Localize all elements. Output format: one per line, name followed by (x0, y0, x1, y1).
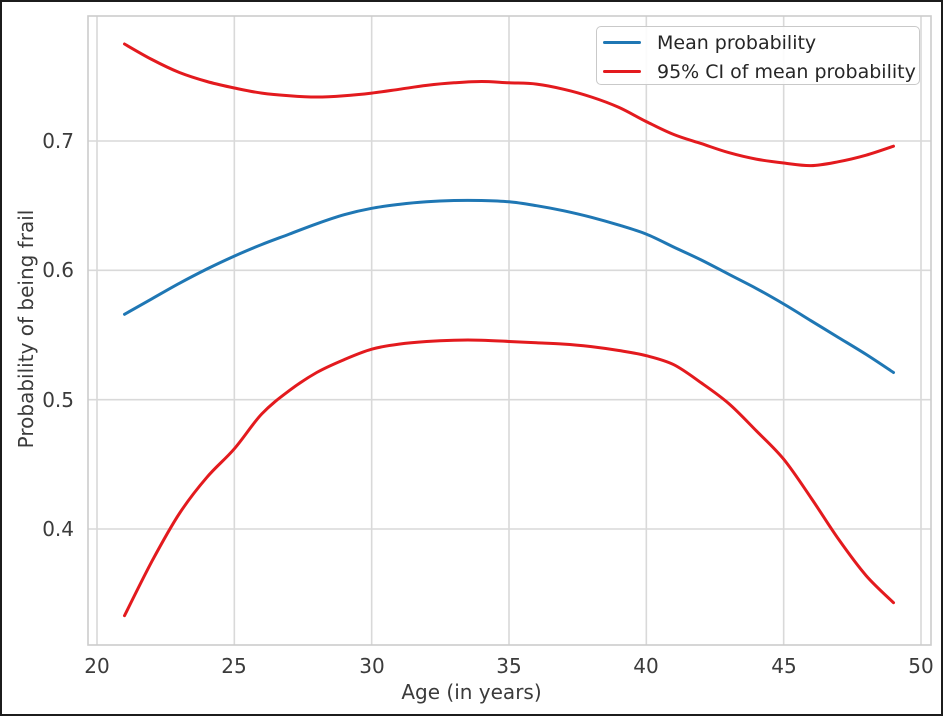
legend-entry-mean: Mean probability (603, 28, 919, 57)
plot-frame (87, 15, 932, 646)
x-tick-label: 35 (496, 654, 522, 678)
y-axis-label: Probability of being frail (14, 209, 38, 449)
legend-label: Mean probability (657, 31, 817, 54)
x-axis-label: Age (in years) (401, 680, 542, 704)
ci-lower-line (123, 338, 895, 618)
ci-upper-line (123, 42, 895, 168)
mean-line-swatch (603, 41, 641, 44)
mean-probability-line (123, 198, 895, 374)
legend-entry-ci: 95% CI of mean probability (603, 57, 919, 86)
x-tick-label: 30 (359, 654, 385, 678)
y-tick-label: 0.7 (42, 129, 74, 153)
y-tick-label: 0.6 (42, 258, 74, 282)
x-tick-label: 25 (221, 654, 247, 678)
ci-line-swatch (603, 70, 641, 73)
x-tick-label: 45 (771, 654, 797, 678)
x-tick-label: 40 (633, 654, 659, 678)
y-tick-label: 0.5 (42, 388, 74, 412)
y-tick-label: 0.4 (42, 517, 74, 541)
x-tick-label: 20 (84, 654, 110, 678)
legend: Mean probability 95% CI of mean probabil… (596, 26, 920, 85)
legend-label: 95% CI of mean probability (657, 60, 916, 83)
x-tick-label: 50 (908, 654, 934, 678)
